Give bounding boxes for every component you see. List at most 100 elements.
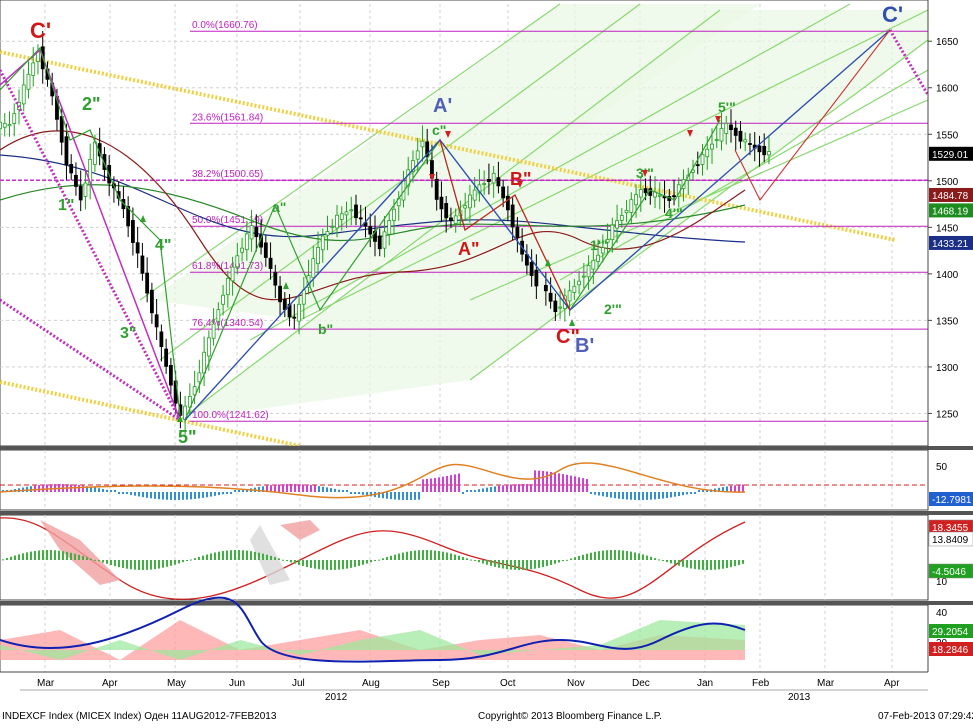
ind1-bar [538,470,540,492]
ind1-bar [462,492,464,494]
candle-body [126,206,131,227]
ind1-bar [118,492,120,494]
ind1-bar [370,492,372,497]
ind2-bar [542,560,544,568]
ind1-bar [122,492,124,494]
ind2-bar [206,554,208,560]
y-tick-label-4: 1450 [936,223,959,234]
ind1-bar [274,484,276,492]
ind1-bar [178,492,180,500]
ma-blue [0,154,746,243]
ind3-tag-bg-0 [929,624,973,638]
candle-body [235,255,240,268]
ind1-bar [506,484,508,492]
ind2-bar [498,560,500,568]
candle-body [221,294,225,305]
ind1-bar [722,487,724,492]
ind1-tag-bg [929,492,973,506]
ind1-bar [566,474,568,492]
x-month-label-11: Feb [752,678,770,689]
ind1-bar [526,484,528,492]
ind1-bar [458,473,460,492]
ind1-bar [682,492,684,496]
price-tag-bg-1 [929,187,973,202]
ind2-bar [118,560,120,568]
ind2-bar [586,553,588,560]
ind2-bar [478,560,480,563]
candle-body [757,145,762,153]
y-tick-label-6: 1550 [936,130,959,141]
ind1-bar [310,485,312,492]
candle-body [629,199,634,213]
ind1-bar [298,484,300,492]
ind2-bar [526,560,528,570]
ind2-bar [678,560,680,566]
fib-label-2: 38.2%(1500.65) [192,169,263,180]
candle-body [240,247,244,253]
ind2-bar [606,550,608,560]
ind1-bar [470,490,472,492]
price-tag-label-0: 1529.01 [932,150,969,161]
channel-line-6 [559,69,929,281]
candle-body [605,239,610,243]
ind2-bar [426,550,428,560]
ind2-bar [346,560,348,569]
ind2-bar [694,560,696,570]
ind1-bar [706,490,708,492]
up-arrow-0 [140,215,146,222]
ind1-tick: 50 [936,462,948,473]
candle-body [472,189,477,201]
candle-body [382,231,387,249]
ind1-bar [26,486,28,492]
ind2-bar [650,556,652,560]
ind1-bar [662,492,664,499]
ind2-bar [702,560,704,570]
candle-body [297,303,301,322]
x-year-label-0: 2012 [325,692,348,703]
candle-body [168,365,173,386]
ind2-bar [690,560,692,569]
ind2-bar [34,550,36,560]
ind1-bar [382,492,384,499]
y-tick-label-1: 1300 [936,363,959,374]
candle-body [591,259,596,270]
channel-line-4 [469,39,929,381]
ind1-bar [130,492,132,495]
ind1-bar [578,477,580,492]
ind2-bar [550,560,552,565]
ind1-bar [394,492,396,500]
candle-body [301,289,306,305]
main-price-panel[interactable]: 0.0%(1660.76) 23.6%(1561.84) 38.2%(1500.65… [0,0,930,448]
candle-body [387,220,392,235]
indicator-panel-1[interactable]: 50 -12.7981 [0,446,973,511]
ind1-bar [378,492,380,498]
ind1-bar [598,492,600,496]
regression-channel [139,3,929,421]
ind1-bar [646,492,648,500]
ind1-bar [314,485,316,492]
candle-body [548,292,553,302]
ind2-bar [442,551,444,560]
ind1-bar [610,492,612,498]
candle-body [748,143,752,145]
ind1-bar [434,477,436,492]
candle-body [434,178,439,200]
ind1-bar [38,485,40,492]
panel-frame-0 [0,449,929,511]
wave-impulse [0,46,181,416]
ind2-bar [190,559,192,561]
ind1-bar [742,484,744,492]
price-tag-bg-3 [929,235,973,250]
ind2-bar [230,550,232,560]
candle-body [268,257,273,269]
ind2-bar [618,550,620,560]
ind2-bar [146,560,148,570]
ind2-bar [202,555,204,560]
candle-body [463,205,468,209]
ind1-bar [626,492,628,500]
candle-body [534,269,539,287]
ind2-bar [538,560,540,568]
